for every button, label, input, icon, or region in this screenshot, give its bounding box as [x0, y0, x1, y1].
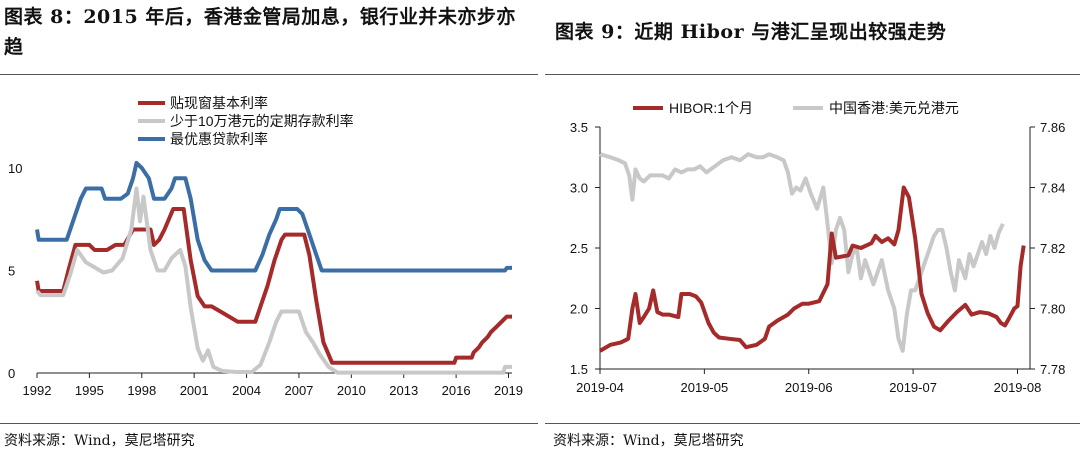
legend-label: 最优惠贷款利率 — [170, 131, 268, 147]
x-tick-label: 2019-06 — [785, 380, 833, 395]
hibor-hkd-chart: 1.5 2.0 2.5 3.0 3.5 7.78 7.80 7.82 7.84 7.86 2019-… — [570, 100, 1065, 395]
series-line-1 — [35, 207, 512, 365]
x-tick-label: 1992 — [23, 383, 52, 398]
series-line-1 — [598, 185, 1026, 353]
source-rule — [545, 423, 1080, 424]
y-left-tick-label: 1.5 — [570, 362, 588, 377]
series-line-2 — [35, 186, 512, 375]
series-line-2 — [599, 152, 1005, 353]
chart-panel-right: 图表 9：近期 Hibor 与港汇呈现出较强走势 1.5 2.0 2.5 3.0 3.5… — [545, 0, 1080, 455]
rate-history-chart: 1992 1995 1998 2001 2004 2007 2010 2013 2016 2019… — [8, 95, 523, 398]
legend-label: 贴现窗基本利率 — [170, 95, 268, 111]
x-tick-label: 2016 — [442, 383, 471, 398]
y-right-tick-label: 7.86 — [1040, 120, 1065, 135]
x-tick-label: 2013 — [389, 383, 418, 398]
title-rule — [545, 74, 1080, 75]
x-tick-label: 2019-05 — [681, 380, 729, 395]
chart-title: 图表 8：2015 年后，香港金管局加息，银行业并未亦步亦趋 — [4, 6, 516, 58]
y-tick-label: 5 — [8, 264, 15, 279]
x-tick-label: 2019-08 — [994, 380, 1042, 395]
x-tick-label: 2019-07 — [889, 380, 937, 395]
x-tick-label: 1998 — [127, 383, 156, 398]
y-right-tick-label: 7.80 — [1040, 302, 1065, 317]
y-right-tick-label: 7.84 — [1040, 181, 1065, 196]
legend-label: 中国香港:美元兑港元 — [829, 100, 959, 116]
chart-panel-left: 图表 8：2015 年后，香港金管局加息，银行业并未亦步亦趋 1992 1995 1… — [0, 6, 538, 449]
title-rule — [0, 74, 538, 75]
x-tick-label: 2007 — [284, 383, 313, 398]
chart-title: 图表 9：近期 Hibor 与港汇呈现出较强走势 — [555, 21, 947, 43]
y-left-tick-label: 2.5 — [570, 241, 588, 256]
source-note: 资料来源：Wind，莫尼塔研究 — [4, 433, 195, 449]
y-tick-label: 10 — [8, 161, 22, 176]
x-tick-label: 2001 — [180, 383, 209, 398]
y-left-tick-label: 3.0 — [570, 181, 588, 196]
y-left-tick-label: 3.5 — [570, 120, 588, 135]
series-line-3 — [35, 160, 512, 273]
source-note: 资料来源：Wind，莫尼塔研究 — [553, 433, 744, 449]
legend-label: HIBOR:1个月 — [669, 100, 753, 116]
x-tick-label: 2004 — [232, 383, 261, 398]
x-tick-label: 2010 — [337, 383, 366, 398]
y-left-tick-label: 2.0 — [570, 302, 588, 317]
y-right-tick-label: 7.82 — [1040, 241, 1065, 256]
legend-label: 少于10万港元的定期存款利率 — [170, 113, 354, 129]
x-tick-label: 1995 — [75, 383, 104, 398]
x-tick-label: 2019 — [494, 383, 523, 398]
x-tick-label: 2019-04 — [576, 380, 624, 395]
y-right-tick-label: 7.78 — [1040, 362, 1065, 377]
y-tick-label: 0 — [8, 366, 15, 381]
source-rule — [0, 423, 538, 424]
